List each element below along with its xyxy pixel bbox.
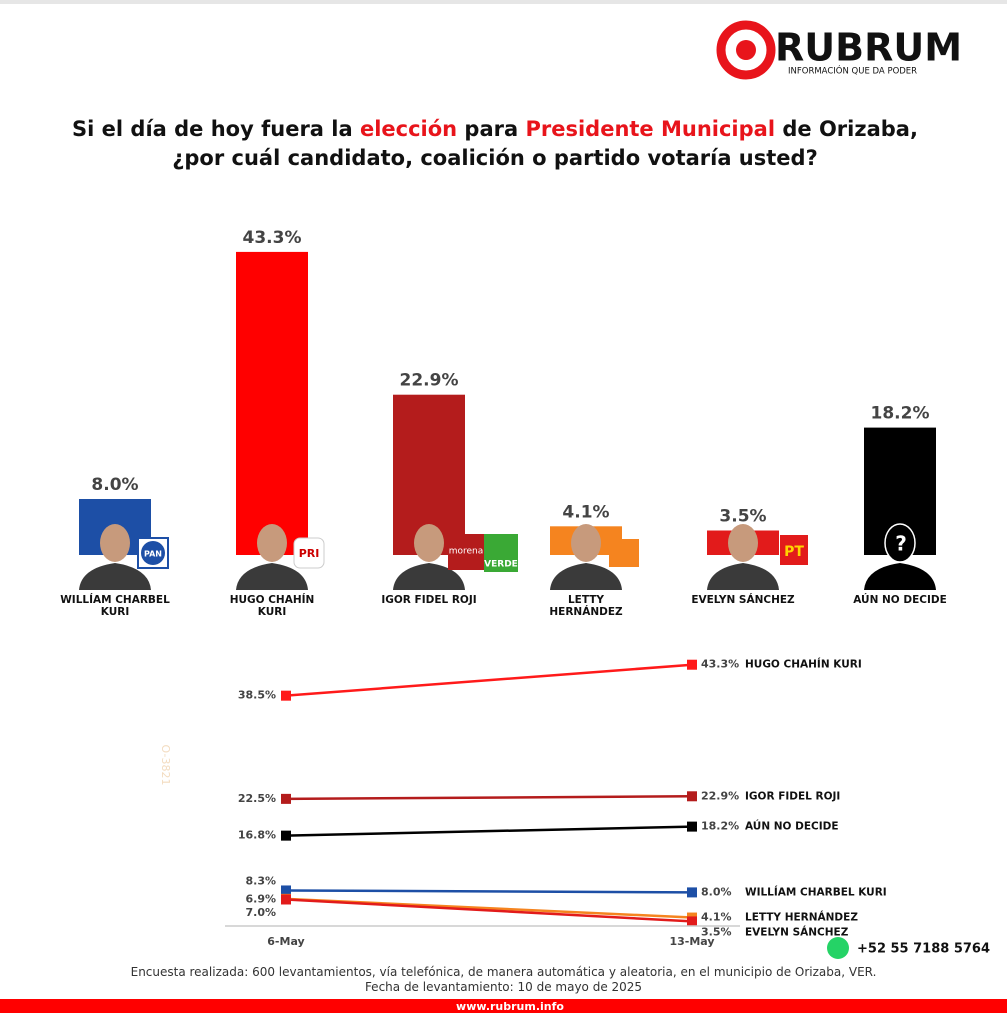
title-part: de Orizaba, — [775, 117, 918, 141]
logo-morena-text: morena — [449, 547, 484, 557]
logo-verde-text: VERDE — [484, 560, 518, 570]
footnote-date: Fecha de levantamiento: 10 de mayo de 20… — [364, 980, 643, 994]
phone: +52 55 7188 5764 — [857, 942, 990, 957]
portrait — [100, 524, 130, 562]
value-label: 3.5% — [701, 925, 732, 938]
logo-verde — [484, 534, 518, 572]
category-label: EVELYN SÁNCHEZ — [691, 594, 795, 606]
portrait — [884, 523, 916, 563]
value-label: 3.5% — [719, 507, 766, 527]
series-label: IGOR FIDEL ROJI — [745, 790, 840, 802]
series-label: WILLÍAM CHARBEL KURI — [745, 885, 887, 898]
x-tick-label: 13-May — [669, 935, 714, 948]
logo-morena — [448, 534, 484, 570]
logo-ring — [716, 20, 776, 80]
series-label: EVELYN SÁNCHEZ — [745, 925, 849, 938]
logo-question: ? — [895, 532, 907, 556]
portrait — [79, 563, 151, 590]
value-label: 6.9% — [245, 892, 276, 905]
marker — [687, 659, 697, 670]
logo-text: RUBRUM — [775, 26, 962, 70]
value-label: 7.0% — [245, 906, 276, 919]
title-part: para — [457, 117, 526, 141]
footnote: Encuesta realizada: 600 levantamientos, … — [130, 965, 877, 979]
marker — [687, 887, 697, 898]
portrait — [571, 524, 601, 562]
portrait — [550, 563, 622, 590]
category-label: LETTY HERNÁNDEZ — [549, 594, 623, 618]
value-label: 8.0% — [701, 885, 732, 898]
portrait — [707, 563, 779, 590]
value-label: 22.9% — [701, 789, 739, 802]
marker — [281, 793, 291, 804]
title: Si el día de hoy fuera la elección para … — [0, 115, 990, 173]
watermark: O-3821 — [159, 745, 172, 786]
marker — [687, 916, 697, 927]
value-label: 22.5% — [238, 792, 276, 805]
marker — [281, 690, 291, 701]
marker — [687, 791, 697, 802]
value-label: 4.1% — [701, 911, 732, 924]
line — [285, 825, 693, 837]
portrait — [393, 563, 465, 590]
whatsapp-icon — [827, 937, 849, 959]
title-part: elección — [359, 117, 458, 141]
portrait — [864, 563, 936, 590]
value-label: 38.5% — [238, 689, 276, 702]
logo-pri-text: PRI — [299, 547, 320, 560]
value-label: 18.2% — [871, 404, 930, 424]
portrait — [257, 524, 287, 562]
portrait — [414, 524, 444, 562]
series-label: AÚN NO DECIDE — [745, 820, 839, 833]
title-part: Si el día de hoy fuera la — [72, 117, 360, 141]
logo-mc — [609, 539, 639, 567]
category-label: HUGO CHAHÍN KURI — [229, 594, 315, 618]
marker — [281, 885, 291, 896]
category-label: WILLÍAM CHARBEL KURI — [60, 594, 170, 618]
top-strip — [0, 0, 1007, 4]
marker — [281, 894, 291, 905]
marker — [281, 830, 291, 841]
logo-dot — [736, 40, 756, 60]
logo-pt-text: PT — [784, 544, 804, 560]
value-label: 8.0% — [91, 475, 138, 495]
logo-tagline: INFORMACIÓN QUE DA PODER — [788, 65, 917, 77]
portrait — [236, 563, 308, 590]
value-label: 16.8% — [238, 829, 276, 842]
logo-pri — [293, 537, 325, 569]
marker — [687, 821, 697, 832]
value-label: 43.3% — [243, 228, 302, 248]
line — [285, 795, 693, 801]
url: www.rubrum.info — [456, 1000, 564, 1013]
footer-bar — [0, 999, 1007, 1013]
line — [285, 663, 693, 697]
logo-pan — [141, 541, 165, 565]
series-label: LETTY HERNÁNDEZ — [745, 911, 858, 924]
logo-pt — [780, 535, 808, 565]
value-label: 4.1% — [562, 502, 609, 522]
title-part: ¿por cuál candidato, coalición o partido… — [172, 146, 818, 170]
title-part: Presidente Municipal — [525, 117, 776, 141]
portrait — [728, 524, 758, 562]
logo-pan-text: PAN — [144, 550, 162, 559]
bar — [236, 251, 308, 555]
x-tick-label: 6-May — [267, 935, 304, 948]
value-label: 8.3% — [245, 874, 276, 887]
series-label: HUGO CHAHÍN KURI — [745, 658, 862, 671]
line — [285, 889, 693, 894]
category-label: IGOR FIDEL ROJI — [381, 594, 477, 606]
value-label: 22.9% — [400, 371, 459, 391]
line — [285, 898, 693, 923]
value-label: 43.3% — [701, 658, 739, 671]
value-label: 18.2% — [701, 820, 739, 833]
category-label: AÚN NO DECIDE — [853, 594, 947, 606]
